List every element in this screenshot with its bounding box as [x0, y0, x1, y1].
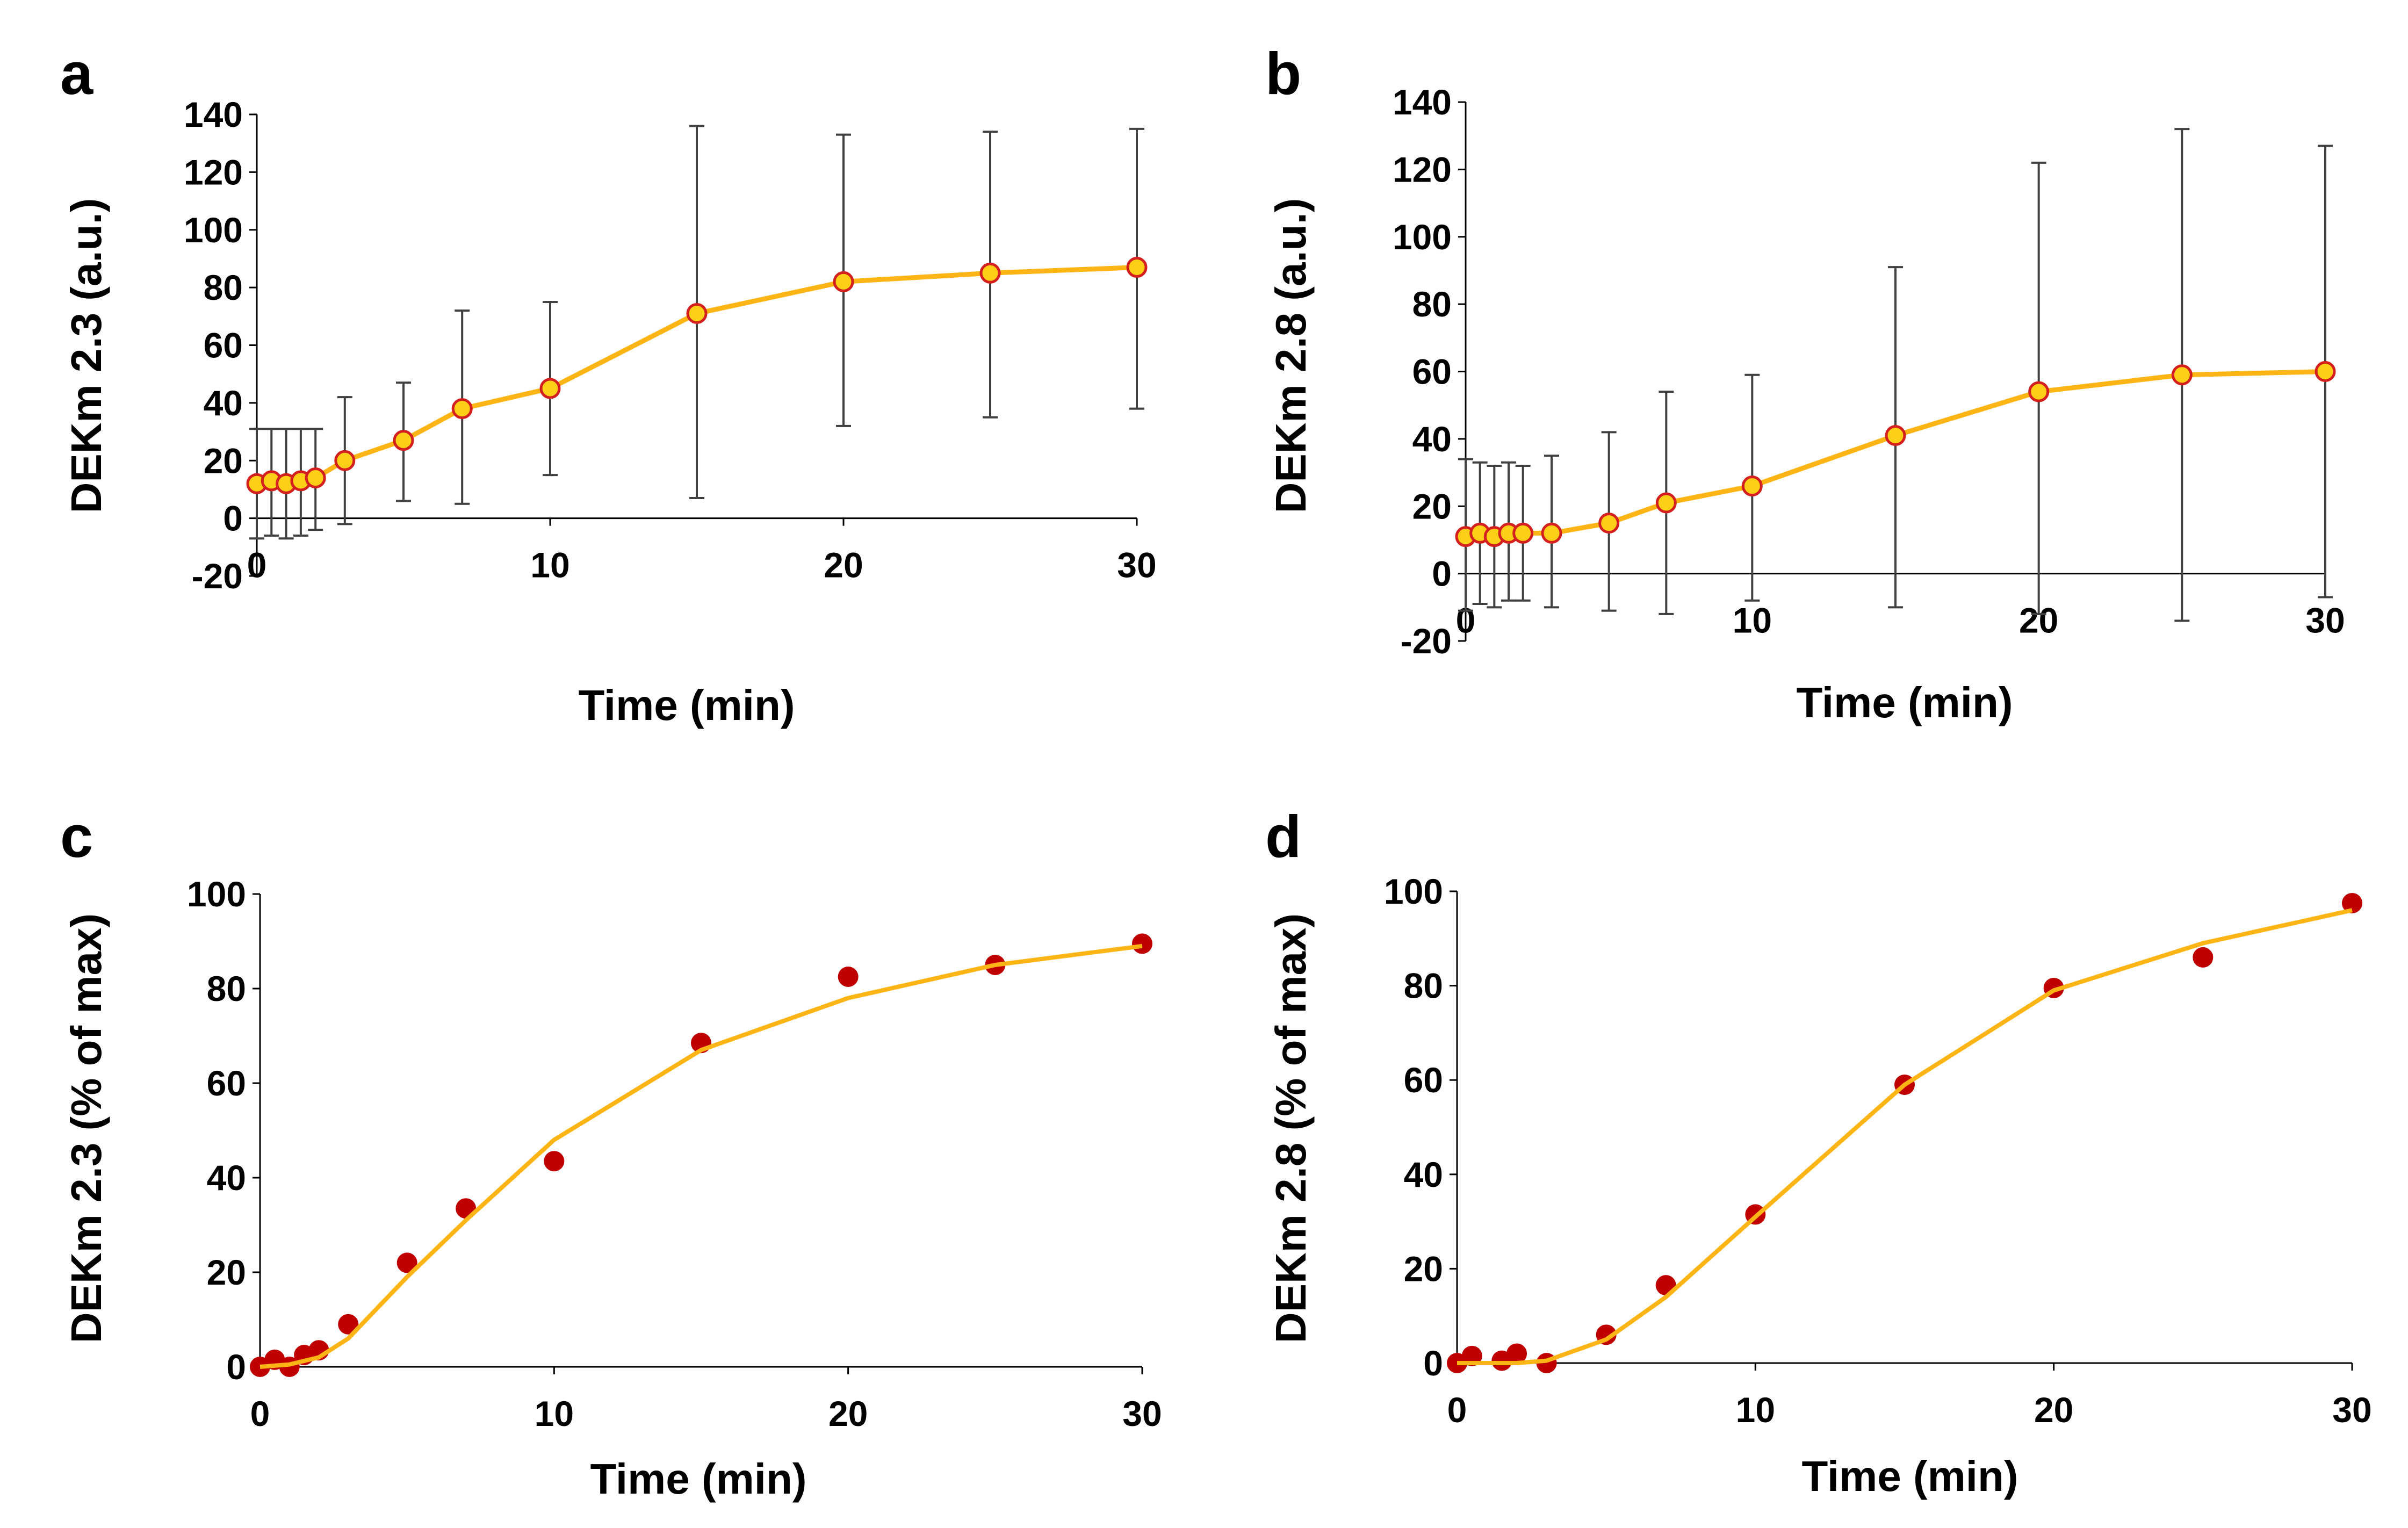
panel-c-data-point [838, 967, 859, 987]
panel-c-x-axis-title: Time (min) [590, 1455, 806, 1503]
panel-d-x-axis-title: Time (min) [1801, 1452, 2018, 1500]
panel-c-data-point [1132, 933, 1152, 954]
panel-c-data-point [544, 1151, 565, 1172]
panel-a-data-point [334, 450, 356, 471]
panel-a-y-tick-label: 40 [204, 383, 243, 423]
panel-b-y-axis-title: DEKm 2.8 (a.u.) [1267, 198, 1315, 514]
panel-a-y-tick-label: 60 [204, 326, 243, 365]
panel-b-x-tick-label: 10 [1733, 601, 1772, 640]
panel-c-y-axis-title: DEKm 2.3 (% of max) [62, 913, 110, 1343]
panel-d-x-tick-label: 20 [2034, 1390, 2073, 1430]
panel-a-data-point [833, 271, 854, 292]
panel-d-x-tick-label: 30 [2332, 1390, 2371, 1430]
panel-a-data-point [686, 302, 708, 324]
panel-c-x-tick-label: 0 [250, 1394, 270, 1433]
panel-a-y-tick-label: 140 [184, 95, 243, 134]
panel-a-y-tick-label: 120 [184, 152, 243, 192]
panel-a-x-axis-title: Time (min) [578, 681, 795, 729]
panel-c-y-tick-label: 60 [207, 1063, 246, 1103]
panel-c-letter: c [60, 804, 93, 870]
panel-c-y-tick-label: 40 [207, 1158, 246, 1198]
panel-b-y-tick-label: 140 [1393, 82, 1452, 122]
panel-d-letter: d [1265, 804, 1301, 870]
panel-d-y-tick-label: 100 [1384, 871, 1443, 911]
panel-d-y-tick-label: 20 [1404, 1249, 1443, 1288]
panel-a-y-tick-label: 80 [204, 268, 243, 307]
panel-d-fit-line [1457, 908, 2353, 1365]
panel-a-data-point [393, 430, 414, 451]
panel-c-x-tick-label: 30 [1122, 1394, 1162, 1433]
panel-a-data-point [305, 467, 326, 488]
panel-c-y-tick-label: 20 [207, 1252, 246, 1292]
panel-b-data-point [2028, 381, 2050, 402]
panel-b-letter: b [1265, 41, 1301, 107]
panel-b-x-tick-label: 30 [2305, 601, 2345, 640]
panel-d-y-tick-label: 0 [1423, 1343, 1443, 1383]
panel-b-y-tick-label: 60 [1412, 352, 1452, 392]
panel-c-x-tick-label: 20 [828, 1394, 868, 1433]
panel-b-data-point [2315, 361, 2336, 382]
panel-a-letter: a [60, 41, 93, 107]
panel-b-y-tick-label: -20 [1401, 621, 1452, 661]
panel-d-x-tick-label: 10 [1736, 1390, 1775, 1430]
panel-b-data-point [1598, 513, 1620, 534]
panel-b-data-point [1741, 475, 1763, 497]
panel-b-y-tick-label: 80 [1412, 284, 1452, 324]
panel-c-plot: 0 20 40 60 80 100 0 10 20 30 [187, 874, 1162, 1433]
panel-d-plot: 0 20 40 60 80 100 0 10 20 30 [1384, 871, 2372, 1430]
panel-d-y-tick-label: 80 [1404, 966, 1443, 1006]
panel-b-x-axis-title: Time (min) [1796, 679, 2013, 726]
panel-d: d 0 20 40 60 80 100 0 10 20 30 Time (min) DEKm 2.… [1265, 804, 2372, 1500]
panel-c-y-tick-label: 0 [226, 1347, 246, 1387]
panel-b-data-point [1512, 522, 1534, 544]
panel-b-data-point [1885, 425, 1906, 446]
panel-a-y-axis-title: DEKm 2.3 (a.u.) [62, 198, 110, 514]
panel-d-data-point [1506, 1343, 1527, 1364]
panel-c-fit-line [259, 943, 1143, 1369]
panel-a-x-tick-label: 20 [824, 545, 863, 585]
panel-a-y-tick-label: -20 [192, 556, 243, 596]
panel-d-data-point [2342, 892, 2362, 913]
panel-a-data-point [539, 378, 561, 399]
panel-d-data-point [2193, 947, 2214, 968]
panel-b-y-tick-label: 20 [1412, 486, 1452, 526]
panel-b-y-tick-label: 120 [1393, 149, 1452, 189]
panel-a-y-tick-label: 20 [204, 441, 243, 480]
panel-a-data-point [451, 398, 473, 420]
panel-b-y-tick-label: 0 [1432, 554, 1452, 594]
panel-d-y-axis-title: DEKm 2.8 (% of max) [1267, 913, 1315, 1343]
panel-a-y-tick-label: 0 [223, 499, 243, 538]
panel-b-y-tick-label: 40 [1412, 419, 1452, 459]
panel-a-x-tick-label: 10 [530, 545, 569, 585]
panel-a-x-tick-label: 30 [1117, 545, 1156, 585]
panel-c-y-tick-label: 80 [207, 969, 246, 1008]
panel-c-data-point [396, 1252, 417, 1273]
panel-a-y-tick-label: 100 [184, 210, 243, 250]
panel-d-y-tick-label: 40 [1404, 1155, 1443, 1194]
panel-b-y-tick-label: 100 [1393, 217, 1452, 257]
panel-a-x-tick-label: 0 [247, 545, 267, 585]
panel-a-data-point [1126, 257, 1148, 278]
panel-c-x-tick-label: 10 [535, 1394, 574, 1433]
panel-b-data-point [2171, 364, 2193, 386]
panel-d-y-tick-label: 60 [1404, 1060, 1443, 1100]
panel-b-data-point [1541, 522, 1562, 544]
panel-d-x-tick-label: 0 [1447, 1390, 1467, 1430]
panel-c-data-point [338, 1314, 359, 1335]
panel-a-data-point [979, 262, 1001, 284]
panel-c: c 0 20 40 60 80 100 0 10 20 30 Time (min) DEKm 2.… [60, 804, 1162, 1503]
panel-c-y-tick-label: 100 [187, 874, 246, 914]
panel-b-data-point [1655, 492, 1677, 514]
